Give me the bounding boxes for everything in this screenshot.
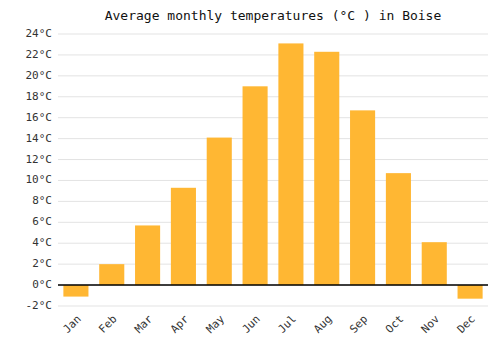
y-tick-label: 6°C [32,215,52,228]
x-tick-label: Jan [60,313,83,336]
grid-line [58,180,488,181]
x-tick-label: Feb [96,313,119,336]
grid-line [58,138,488,139]
bar [350,110,375,285]
x-axis: Jan Feb Mar Apr May Jun Jul Aug Sep Oct Nov Dec [60,312,477,336]
grid-line [58,306,488,307]
x-tick-label: Mar [132,312,156,336]
bar [278,43,303,285]
grid-line [58,75,488,76]
y-tick-label: -2°C [26,299,53,312]
bar [207,138,232,286]
grid-line [58,117,488,118]
y-tick-label: 8°C [32,194,52,207]
y-tick-label: 22°C [26,48,53,61]
x-tick-label: Aug [311,313,334,336]
y-tick-label: 2°C [32,257,52,270]
bar [135,225,160,285]
bar [99,264,124,285]
x-tick-label: Sep [347,313,370,336]
grid-line [58,222,488,223]
y-tick-label: 16°C [26,111,53,124]
x-tick-label: Apr [168,312,192,336]
grid-line [58,285,488,286]
y-tick-label: 0°C [32,278,52,291]
y-tick-label: 24°C [26,27,53,40]
grid-line [58,159,488,160]
x-tick-label: Jun [240,313,263,336]
y-tick-label: 4°C [32,236,52,249]
y-tick-label: 10°C [26,173,53,186]
x-tick-label: Oct [383,313,406,336]
chart: -2°C 0°C 2°C 4°C 6°C 8°C 10°C 12°C 14°C 16°C 18°C 2… [0,0,500,350]
bar [422,242,447,285]
bar [171,188,196,285]
y-tick-label: 18°C [26,90,53,103]
bar [314,52,339,285]
bar [458,285,483,299]
grid [58,34,488,306]
zero-line [58,284,488,286]
y-tick-label: 14°C [26,132,53,145]
grid-line [58,201,488,202]
chart-container: -2°C 0°C 2°C 4°C 6°C 8°C 10°C 12°C 14°C 16°C 18°C 2… [0,0,500,350]
grid-line [58,96,488,97]
x-tick-label: May [204,312,228,336]
y-tick-label: 12°C [26,153,53,166]
y-axis: -2°C 0°C 2°C 4°C 6°C 8°C 10°C 12°C 14°C 16°C 18°C 2… [26,27,53,312]
bars [63,43,482,298]
bar [386,173,411,285]
x-tick-label: Nov [419,312,443,336]
grid-line [58,34,488,35]
x-tick-label: Dec [455,313,478,336]
x-tick-label: Jul [275,313,298,336]
y-tick-label: 20°C [26,69,53,82]
bar [63,285,88,297]
bar [243,86,268,285]
grid-line [58,54,488,55]
title: Average monthly temperatures (°C ) in Bo… [105,8,442,23]
